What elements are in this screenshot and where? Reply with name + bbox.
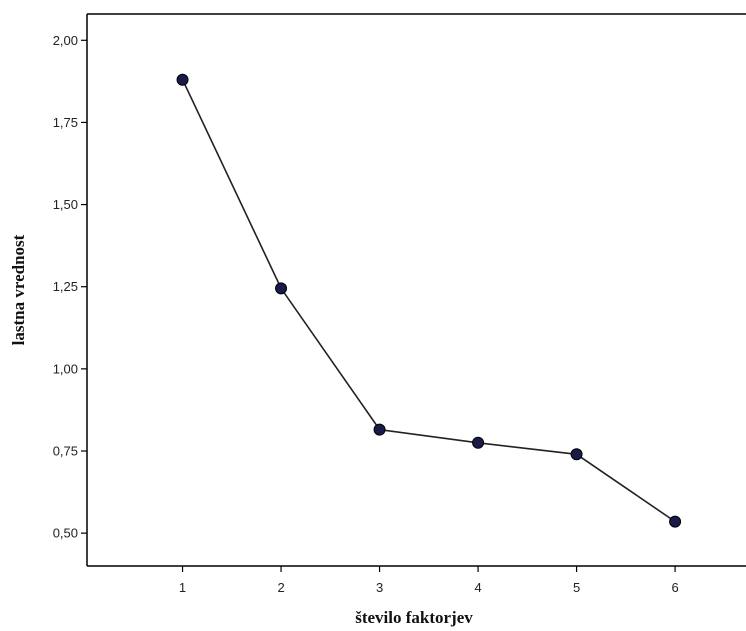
x-tick-label: 5 bbox=[573, 580, 580, 595]
data-point-3 bbox=[373, 423, 386, 436]
y-axis-title: lastna vrednost bbox=[9, 234, 28, 345]
x-tick-label: 1 bbox=[179, 580, 186, 595]
x-tick-label: 3 bbox=[376, 580, 383, 595]
x-axis-title: število faktorjev bbox=[355, 608, 473, 627]
data-point-6 bbox=[669, 515, 682, 528]
x-axis-ticks: 1 2 3 4 5 6 bbox=[179, 566, 679, 595]
x-tick-label: 2 bbox=[277, 580, 284, 595]
y-tick-label: 2,00 bbox=[53, 33, 78, 48]
data-points bbox=[176, 73, 682, 528]
data-point-2 bbox=[275, 282, 288, 295]
y-tick-label: 1,25 bbox=[53, 279, 78, 294]
y-tick-label: 1,00 bbox=[53, 361, 78, 376]
y-tick-label: 1,75 bbox=[53, 115, 78, 130]
y-tick-label: 1,50 bbox=[53, 197, 78, 212]
eigenvalue-line bbox=[181, 79, 676, 523]
y-tick-label: 0,75 bbox=[53, 444, 78, 459]
plot-area: 0,50 0,75 1,00 1,25 1,50 1,75 2,00 1 2 3 4 5 6 bbox=[53, 13, 746, 595]
x-tick-label: 4 bbox=[474, 580, 481, 595]
data-point-4 bbox=[472, 436, 485, 449]
x-tick-label: 6 bbox=[671, 580, 678, 595]
y-axis-ticks: 0,50 0,75 1,00 1,25 1,50 1,75 2,00 bbox=[53, 33, 87, 541]
y-tick-label: 0,50 bbox=[53, 526, 78, 541]
data-point-5 bbox=[570, 448, 583, 461]
data-point-1 bbox=[176, 73, 189, 86]
